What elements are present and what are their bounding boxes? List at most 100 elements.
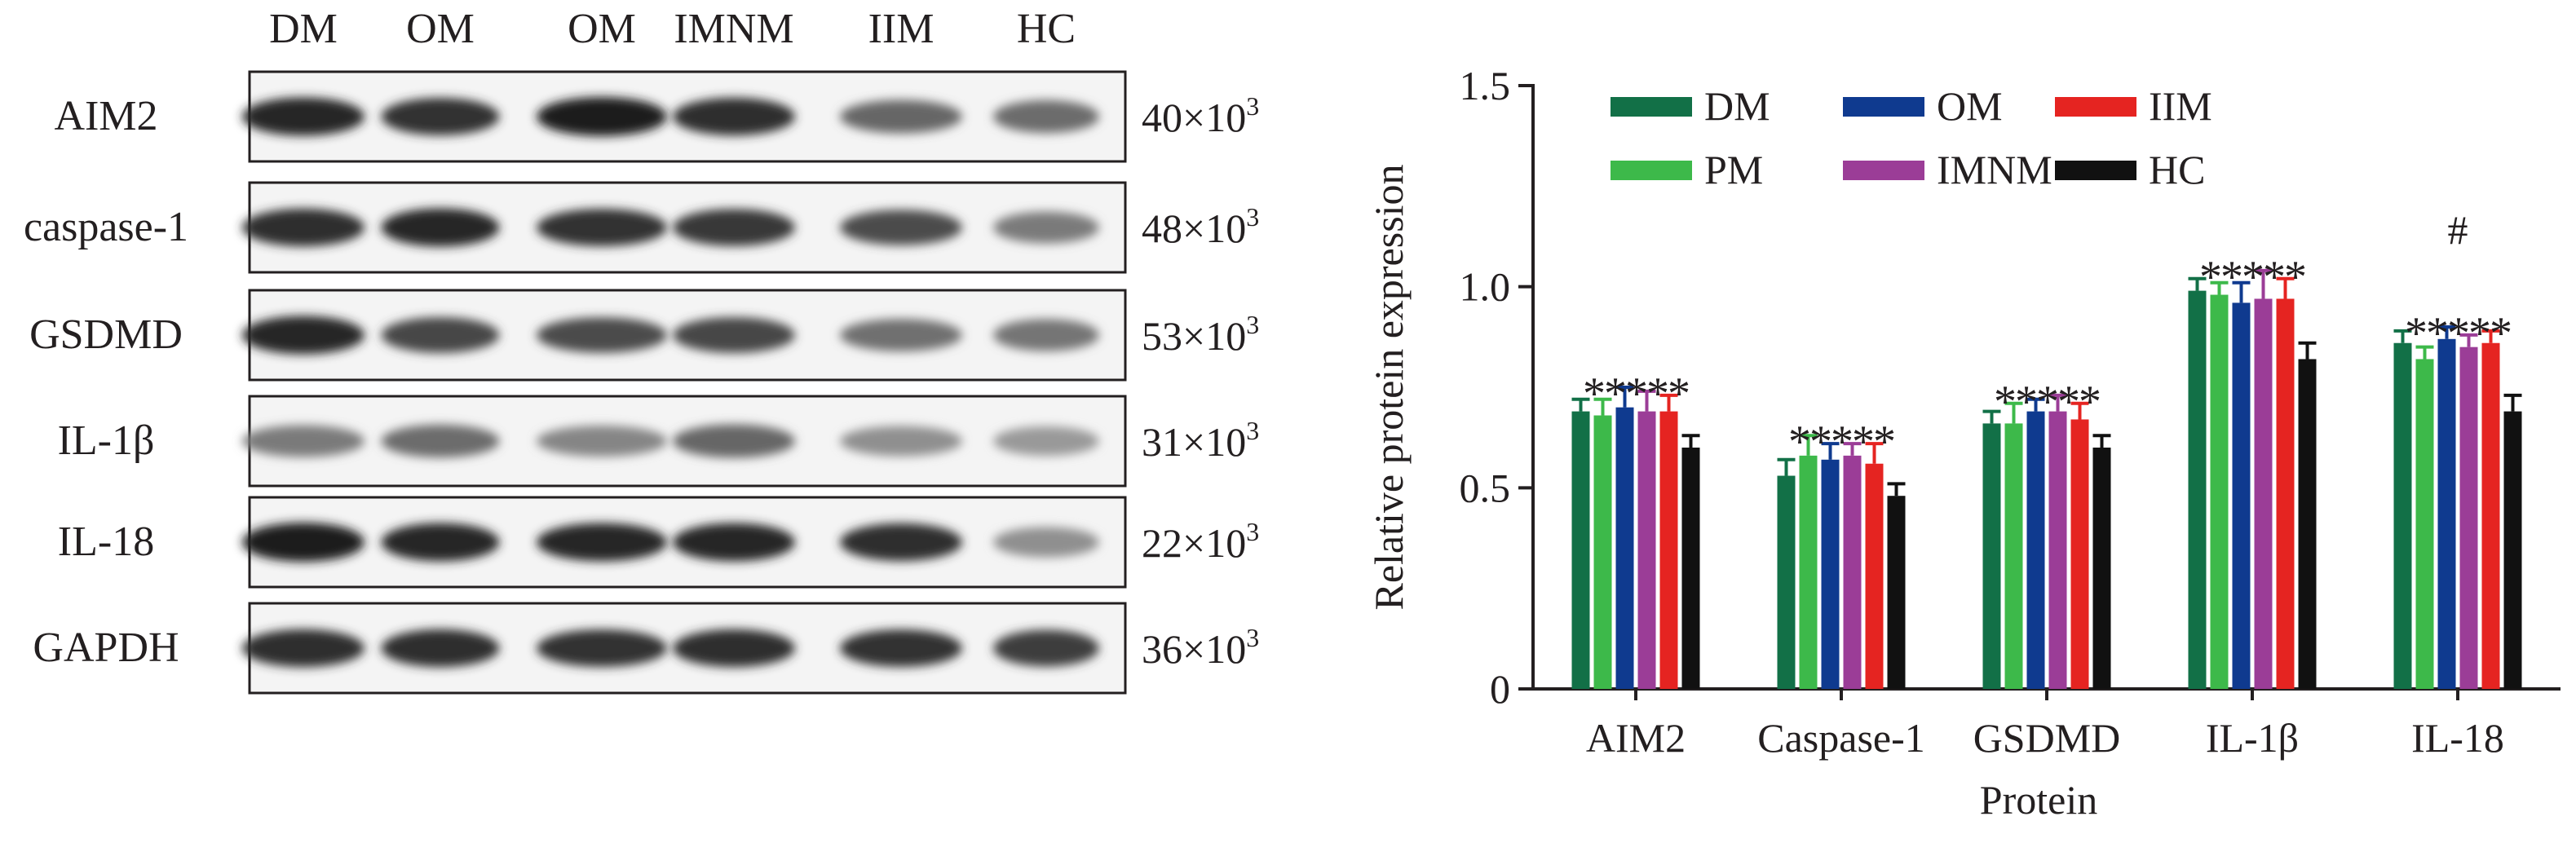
band-il-1-lane-1: [242, 425, 365, 457]
bar-pm-caspase-1: [1799, 455, 1818, 689]
band-caspase-1-lane-5: [840, 210, 962, 245]
band-gapdh-lane-6: [993, 629, 1099, 667]
legend-item-pm: PM: [1611, 147, 1763, 192]
lane-label-6: HC: [1017, 6, 1076, 52]
blot-row-gapdh: [242, 602, 1127, 695]
molecular-weight-value: 36×10: [1142, 626, 1246, 672]
bar-om-aim2: [1615, 407, 1634, 689]
row-label-aim2: AIM2: [54, 93, 157, 139]
bar-iim-il-1: [2276, 298, 2295, 689]
bar-hc-il-1: [2298, 359, 2317, 689]
legend-swatch-pm: [1611, 161, 1692, 180]
significance-marker-il-18: *****: [2405, 308, 2511, 359]
molecular-weight-value: 53×10: [1142, 313, 1246, 359]
molecular-weight-gsdmd: 53×103: [1142, 310, 1259, 359]
row-label-gapdh: GAPDH: [33, 625, 179, 671]
molecular-weight-value: 40×10: [1142, 95, 1246, 140]
bar-pm-gsdmd: [2004, 423, 2023, 689]
bar-dm-gsdmd: [1982, 423, 2001, 689]
band-aim2-lane-5: [840, 99, 962, 134]
blot-row-gsdmd: [242, 289, 1127, 382]
row-label-caspase-1: caspase-1: [24, 204, 188, 250]
band-aim2-lane-3: [537, 97, 667, 136]
band-il-1-lane-4: [673, 424, 795, 458]
molecular-weight-exponent: 3: [1246, 517, 1259, 546]
bar-chart-panel: 0 0.5 1.0 1.5 Relative protein expression AIM…: [1337, 0, 2576, 839]
y-axis-label: Relative protein expression: [1366, 164, 1412, 610]
row-label-gsdmd: GSDMD: [29, 311, 183, 358]
bar-pm-il-18: [2415, 359, 2434, 689]
y-tick-label: 1.5: [1460, 63, 1511, 108]
band-il-18-lane-2: [381, 523, 500, 562]
bar-dm-il-1: [2188, 290, 2207, 689]
y-tick-label: 0.5: [1460, 465, 1511, 510]
bar-imnm-aim2: [1637, 411, 1656, 689]
band-il-18-lane-3: [537, 523, 667, 562]
bar-hc-caspase-1: [1887, 496, 1906, 689]
band-il-18-lane-4: [673, 523, 795, 562]
band-aim2-lane-2: [381, 98, 500, 135]
bar-hc-aim2: [1681, 448, 1700, 689]
legend-item-iim: IIM: [2055, 83, 2212, 129]
band-il-1-lane-3: [537, 426, 667, 457]
bar-om-il-1: [2232, 302, 2251, 689]
molecular-weight-value: 48×10: [1142, 205, 1246, 251]
legend-item-om: OM: [1843, 83, 2003, 129]
bar-om-gsdmd: [2026, 411, 2045, 689]
legend-label-om: OM: [1937, 83, 2003, 129]
molecular-weight-gapdh: 36×103: [1142, 623, 1259, 672]
molecular-weight-exponent: 3: [1246, 310, 1259, 339]
molecular-weight-value: 31×10: [1142, 419, 1246, 465]
bar-chart: 0 0.5 1.0 1.5 Relative protein expression AIM…: [1366, 63, 2561, 823]
lane-label-2: OM: [406, 6, 475, 52]
x-tick-label-gsdmd: GSDMD: [1973, 715, 2121, 761]
bar-pm-aim2: [1593, 415, 1612, 689]
band-il-18-lane-6: [993, 527, 1099, 558]
y-tick-label: 0: [1490, 666, 1510, 712]
legend-item-imnm: IMNM: [1843, 147, 2052, 192]
blot-row-caspase-1: [242, 181, 1127, 274]
molecular-weight-exponent: 3: [1246, 202, 1259, 232]
molecular-weight-exponent: 3: [1246, 623, 1259, 652]
legend-item-dm: DM: [1611, 83, 1770, 129]
band-gapdh-lane-4: [673, 629, 795, 668]
western-blot-panel: DM OM OM IMNM IIM HC AIM2 40×103 caspase-1 48×103…: [24, 6, 1259, 695]
row-label-il-1: IL-1β: [58, 417, 155, 464]
band-caspase-1-lane-3: [537, 209, 667, 246]
bar-pm-il-1: [2210, 294, 2229, 689]
band-aim2-lane-1: [242, 97, 365, 136]
blot-row-il-1: [242, 395, 1127, 488]
significance-marker-aim2: *****: [1583, 369, 1689, 419]
molecular-weight-caspase-1: 48×103: [1142, 202, 1259, 251]
significance-marker-caspase-1: *****: [1788, 417, 1894, 467]
bar-imnm-caspase-1: [1843, 455, 1862, 689]
molecular-weight-il-18: 22×103: [1142, 517, 1259, 566]
legend-label-hc: HC: [2149, 147, 2205, 192]
band-gsdmd-lane-4: [673, 317, 795, 353]
bar-hc-il-18: [2503, 411, 2522, 689]
band-gsdmd-lane-3: [537, 317, 667, 353]
lane-label-3: OM: [568, 6, 636, 52]
molecular-weight-il-1: 31×103: [1142, 416, 1259, 465]
legend-label-pm: PM: [1704, 147, 1763, 192]
legend-label-iim: IIM: [2149, 83, 2212, 129]
molecular-weight-aim2: 40×103: [1142, 91, 1259, 140]
band-il-1-lane-5: [840, 426, 962, 457]
molecular-weight-exponent: 3: [1246, 416, 1259, 445]
row-label-il-18: IL-18: [58, 519, 154, 565]
band-il-18-lane-1: [242, 523, 365, 562]
bar-iim-caspase-1: [1865, 463, 1884, 689]
band-caspase-1-lane-1: [242, 208, 365, 247]
lane-label-4: IMNM: [674, 6, 793, 52]
blot-row-aim2: [242, 70, 1127, 163]
bar-imnm-il-1: [2254, 298, 2273, 689]
x-tick-label-aim2: AIM2: [1586, 715, 1686, 761]
bar-iim-aim2: [1659, 411, 1678, 689]
x-tick-label-il-18: IL-18: [2411, 715, 2504, 761]
lane-label-5: IIM: [868, 6, 935, 52]
band-gsdmd-lane-5: [840, 319, 962, 351]
band-gapdh-lane-2: [381, 629, 500, 668]
legend-label-dm: DM: [1704, 83, 1770, 129]
legend-swatch-imnm: [1843, 161, 1924, 180]
band-gapdh-lane-3: [537, 629, 667, 667]
